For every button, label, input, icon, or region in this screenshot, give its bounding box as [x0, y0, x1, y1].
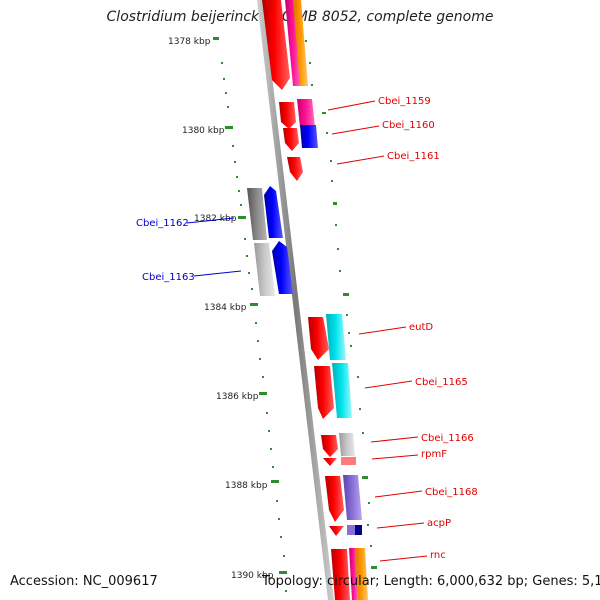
ruler-label: 1384 kbp — [204, 303, 247, 313]
gene-arrow[interactable] — [343, 475, 362, 520]
gene-arrow[interactable] — [297, 99, 315, 127]
ruler-label: 1382 kbp — [194, 214, 237, 224]
gene-arrow[interactable] — [326, 314, 346, 360]
ruler-track: 1378 kbp 1380 kbp 1382 kbp 1384 kbp 1386… — [168, 37, 287, 592]
gene-arrow[interactable] — [355, 548, 368, 600]
gene-arrow[interactable] — [293, 0, 308, 86]
outer-track — [305, 40, 377, 569]
gene-arrow[interactable] — [262, 0, 290, 90]
gene-label-acpp[interactable]: acpP — [427, 518, 451, 529]
gene-box[interactable] — [347, 525, 355, 535]
gene-label-cbei-1165[interactable]: Cbei_1165 — [415, 377, 468, 388]
gene-arrow[interactable] — [323, 458, 337, 466]
ruler-label: 1380 kbp — [182, 126, 225, 136]
genome-backbone — [257, 0, 334, 600]
gene-features[interactable] — [247, 0, 368, 600]
ruler-label: 1388 kbp — [225, 481, 268, 491]
gene-label-cbei-1168[interactable]: Cbei_1168 — [425, 487, 478, 498]
gene-arrow[interactable] — [308, 317, 329, 360]
gene-label-cbei-1159[interactable]: Cbei_1159 — [378, 96, 431, 107]
gene-arrow[interactable] — [279, 102, 296, 129]
gene-arrow[interactable] — [321, 435, 338, 457]
gene-arrow[interactable] — [331, 549, 350, 600]
gene-arrow[interactable] — [332, 363, 352, 418]
gene-arrow[interactable] — [285, 0, 301, 86]
ruler-label: 1378 kbp — [168, 37, 211, 47]
gene-arrow[interactable] — [283, 128, 299, 151]
gene-label-rpmf[interactable]: rpmF — [421, 449, 447, 460]
gene-arrow[interactable] — [247, 188, 267, 240]
gene-box[interactable] — [355, 525, 362, 535]
gene-label-cbei-1162[interactable]: Cbei_1162 — [136, 218, 189, 229]
gene-label-rnc[interactable]: rnc — [430, 550, 446, 561]
gene-arrow[interactable] — [339, 433, 355, 456]
gene-arrow[interactable] — [300, 125, 318, 148]
ruler-label: 1386 kbp — [216, 392, 259, 402]
gene-arrow[interactable] — [264, 186, 283, 238]
gene-label-cbei-1166[interactable]: Cbei_1166 — [421, 433, 474, 444]
accession-text: Accession: NC_009617 — [10, 574, 158, 589]
gene-arrow[interactable] — [314, 366, 334, 419]
gene-arrow[interactable] — [287, 157, 303, 181]
topology-text: Topology: circular; Length: 6,000,632 bp… — [262, 574, 600, 589]
gene-arrow[interactable] — [329, 526, 344, 536]
gene-label-eutd[interactable]: eutD — [409, 322, 433, 333]
gene-arrow[interactable] — [254, 243, 275, 296]
ruler-label: 1390 kbp — [231, 571, 274, 581]
gene-arrow[interactable] — [325, 476, 344, 522]
gene-label-cbei-1161[interactable]: Cbei_1161 — [387, 151, 440, 162]
gene-box[interactable] — [341, 457, 356, 465]
gene-label-cbei-1163[interactable]: Cbei_1163 — [142, 272, 195, 283]
gene-arrow[interactable] — [272, 241, 293, 294]
gene-label-cbei-1160[interactable]: Cbei_1160 — [382, 120, 435, 131]
label-leaders — [186, 100, 428, 562]
